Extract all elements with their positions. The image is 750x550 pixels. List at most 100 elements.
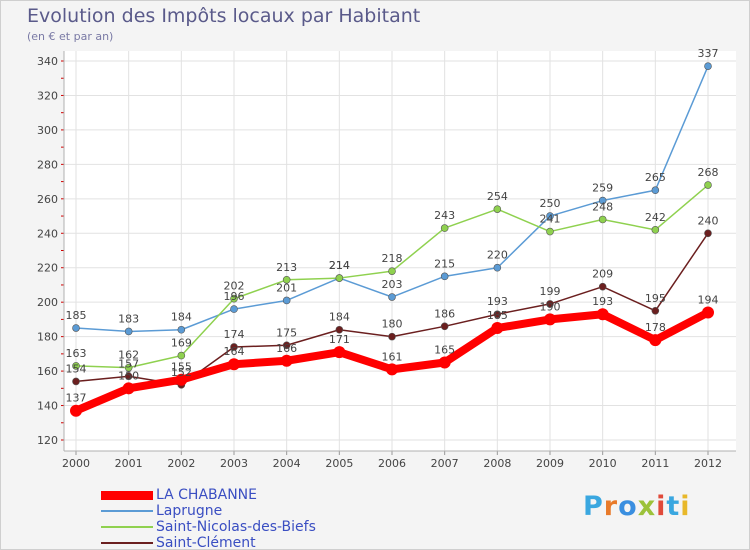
data-label: 242 [645,211,666,224]
legend-item: LA CHABANNE [101,487,316,503]
data-label: 203 [382,278,403,291]
data-label: 157 [118,357,139,370]
data-label: 202 [224,280,245,293]
data-point [702,306,714,319]
data-label: 185 [487,309,508,322]
legend-label: Saint-Clément [156,535,256,550]
data-point [386,363,398,376]
data-point [72,324,80,332]
y-tick-label: 240 [37,227,58,240]
data-label: 163 [66,347,87,360]
data-point [704,181,712,189]
data-point [651,306,660,315]
data-label: 161 [382,350,403,363]
data-point [491,322,504,335]
x-tick-label: 2004 [273,457,301,470]
data-label: 155 [171,361,192,374]
x-tick-label: 2005 [325,457,353,470]
x-tick-label: 2006 [378,457,406,470]
proxiti-logo: Proxiti [583,491,691,522]
data-label: 175 [276,326,297,339]
data-point [122,382,135,395]
data-label: 174 [224,328,245,341]
data-label: 193 [592,295,613,308]
data-label: 152 [171,366,192,379]
data-label: 215 [434,257,455,270]
data-point [230,305,238,313]
x-tick-label: 2007 [431,457,459,470]
data-point [388,293,396,301]
logo-letter: r [603,491,619,522]
data-point [177,325,186,334]
data-point [228,358,240,371]
data-point [282,275,291,284]
data-label: 178 [645,321,666,334]
data-label: 218 [382,252,403,265]
data-label: 137 [66,392,87,405]
legend-item: Saint-Nicolas-des-Biefs [101,519,316,535]
y-tick-label: 340 [37,55,58,68]
legend-item: Laprugne [101,503,316,519]
data-point [598,282,607,291]
y-tick-label: 120 [37,434,58,447]
y-tick-label: 140 [37,400,58,413]
x-tick-label: 2003 [220,457,248,470]
logo-letter: t [666,491,681,522]
data-point [175,373,188,386]
y-tick-label: 260 [37,193,58,206]
data-point [230,343,238,351]
data-point [230,294,238,303]
data-point [280,354,293,367]
data-label: 186 [434,307,455,320]
legend-label: Saint-Nicolas-des-Biefs [156,519,316,535]
data-label: 171 [329,333,350,346]
data-point [72,377,80,386]
data-point [546,227,554,236]
data-point [704,229,712,238]
data-label: 214 [329,259,350,272]
legend: LA CHABANNE Laprugne Saint-Nicolas-des-Bie… [101,487,316,550]
x-tick-label: 2009 [536,457,564,470]
y-tick-label: 180 [37,331,58,344]
data-label: 213 [276,261,297,274]
data-label: 337 [698,47,719,60]
y-tick-label: 220 [37,262,58,275]
data-point [70,404,82,417]
legend-label: Laprugne [156,503,223,519]
x-tick-label: 2001 [115,457,143,470]
data-label: 154 [66,362,87,375]
data-point [649,334,662,347]
data-label: 164 [224,345,245,358]
data-label: 162 [118,349,139,362]
data-point [177,351,186,360]
y-tick-label: 320 [37,89,58,102]
data-point [335,325,344,334]
data-label: 201 [276,281,297,294]
x-tick-label: 2012 [694,457,722,470]
logo-letter: x [637,491,657,522]
x-tick-label: 2000 [62,457,90,470]
data-label: 180 [382,318,403,331]
data-label: 195 [645,292,666,305]
legend-swatch [101,542,153,544]
data-point [124,327,133,336]
data-point [546,212,554,220]
chart-title: Evolution des Impôts locaux par Habitant [27,5,421,27]
x-tick-label: 2008 [483,457,511,470]
data-label: 209 [592,268,613,281]
data-point [333,346,346,359]
data-point [335,274,344,282]
data-label: 243 [434,209,455,222]
data-point [72,362,80,370]
data-label: 265 [645,171,666,184]
data-point [282,341,291,350]
data-label: 150 [118,369,139,382]
data-label: 185 [66,309,87,322]
data-label: 250 [540,197,561,210]
data-point [651,186,660,195]
data-label: 254 [487,190,508,203]
data-point [493,263,502,272]
logo-letter: i [656,491,667,522]
data-point [598,215,607,224]
